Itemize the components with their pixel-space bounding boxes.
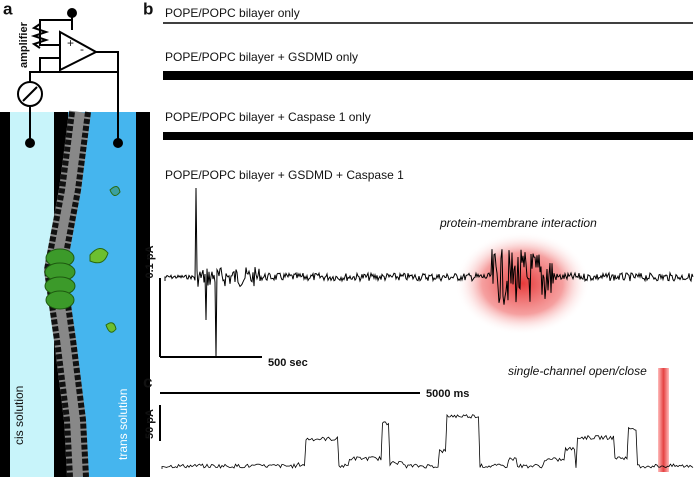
trace-label: POPE/POPC bilayer + GSDMD + Caspase 1 bbox=[165, 168, 404, 182]
protein bbox=[89, 186, 121, 333]
panel-label: a bbox=[3, 0, 13, 18]
trace bbox=[164, 187, 694, 359]
plus: + bbox=[67, 36, 74, 50]
trans-label: trans solution bbox=[116, 389, 130, 460]
trace bbox=[163, 132, 693, 140]
schematic: + - bbox=[0, 8, 150, 477]
annotation: protein-membrane interaction bbox=[439, 216, 597, 230]
lipid-heads bbox=[59, 111, 91, 477]
cis-label: cis solution bbox=[12, 386, 26, 445]
annotation: single-channel open/close bbox=[508, 364, 647, 378]
cis-chamber bbox=[10, 112, 54, 477]
highlight bbox=[455, 232, 590, 335]
trace-label: POPE/POPC bilayer only bbox=[165, 6, 300, 20]
panel-label: c bbox=[143, 372, 152, 391]
highlight bbox=[658, 368, 669, 472]
panel-label: b bbox=[143, 0, 153, 18]
trace bbox=[161, 413, 694, 469]
scale-label: 50 pA bbox=[144, 409, 156, 439]
scale-label: 500 sec bbox=[268, 357, 308, 369]
amplifier-label: amplifier bbox=[18, 21, 30, 68]
trace bbox=[163, 71, 693, 80]
scale-label: 5000 ms bbox=[426, 388, 469, 400]
pore bbox=[44, 248, 76, 310]
lipid-heads bbox=[43, 111, 75, 477]
scale-label: 0.1 pA bbox=[144, 245, 156, 278]
trace-label: POPE/POPC bilayer + GSDMD only bbox=[165, 50, 358, 64]
trace-label: POPE/POPC bilayer + Caspase 1 only bbox=[165, 110, 371, 124]
minus: - bbox=[80, 42, 84, 56]
